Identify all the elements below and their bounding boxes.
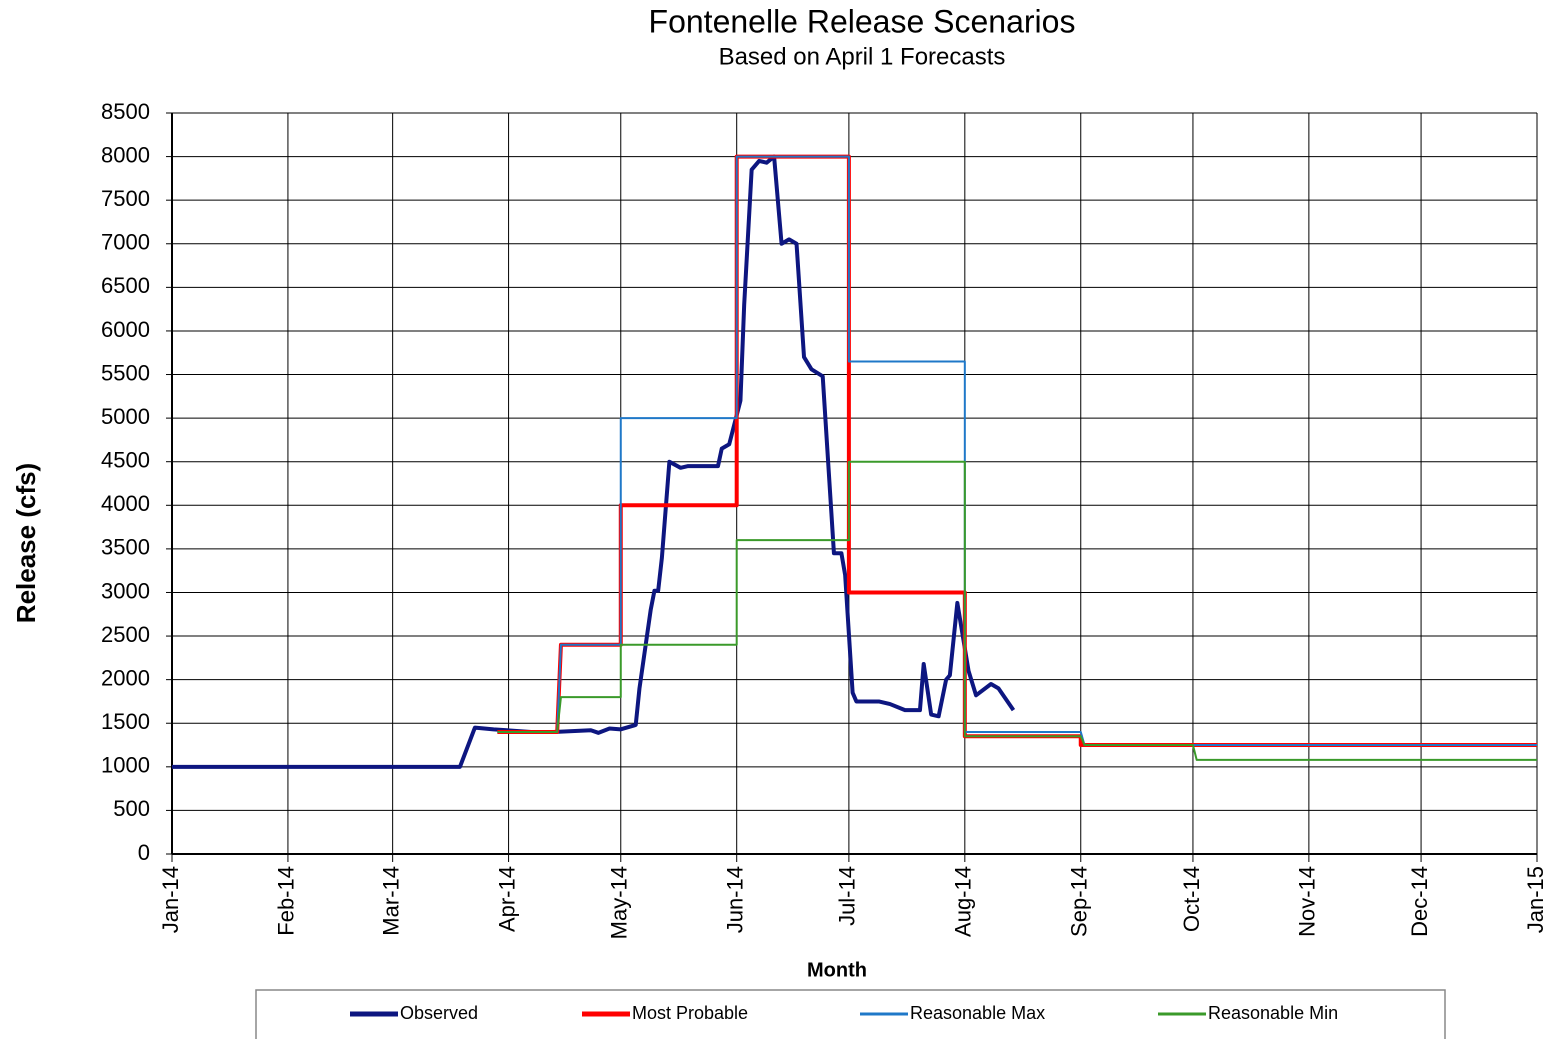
legend-label: Reasonable Max xyxy=(910,1003,1045,1023)
x-tick-label: Mar-14 xyxy=(378,866,403,936)
series-line xyxy=(497,154,1537,748)
x-tick-label: Jun-14 xyxy=(723,866,748,933)
y-tick-label: 6000 xyxy=(101,317,150,342)
x-tick-label: Sep-14 xyxy=(1067,866,1092,937)
y-tick-label: 3000 xyxy=(101,578,150,603)
y-axis-label: Release (cfs) xyxy=(11,463,41,623)
y-tick-label: 4000 xyxy=(101,491,150,516)
series-line xyxy=(172,154,1016,769)
x-tick-label: May-14 xyxy=(607,866,632,939)
y-tick-label: 2000 xyxy=(101,665,150,690)
y-tick-label: 4500 xyxy=(101,448,150,473)
series-line xyxy=(497,460,1537,761)
y-tick-label: 8500 xyxy=(101,99,150,124)
y-tick-label: 5500 xyxy=(101,360,150,385)
x-tick-label: Jan-15 xyxy=(1523,866,1548,933)
x-axis-label: Month xyxy=(807,959,867,981)
x-tick-label: Nov-14 xyxy=(1295,866,1320,937)
series-line xyxy=(497,155,1537,747)
legend-label: Reasonable Min xyxy=(1208,1003,1338,1023)
y-tick-label: 1000 xyxy=(101,753,150,778)
y-tick-label: 0 xyxy=(138,840,150,865)
legend-label: Most Probable xyxy=(632,1003,748,1023)
chart-title: Fontenelle Release Scenarios xyxy=(649,3,1076,39)
x-tick-label: Jan-14 xyxy=(158,866,183,933)
chart-subtitle: Based on April 1 Forecasts xyxy=(719,43,1006,70)
y-tick-label: 5000 xyxy=(101,404,150,429)
x-tick-label: Aug-14 xyxy=(951,866,976,937)
x-tick-label: Jul-14 xyxy=(835,866,860,926)
y-tick-label: 7000 xyxy=(101,230,150,255)
x-tick-label: Feb-14 xyxy=(274,866,299,936)
x-tick-label: Oct-14 xyxy=(1179,866,1204,932)
x-tick-label: Dec-14 xyxy=(1407,866,1432,937)
y-tick-label: 6500 xyxy=(101,273,150,298)
y-tick-label: 500 xyxy=(113,796,150,821)
legend-label: Observed xyxy=(400,1003,478,1023)
y-tick-label: 1500 xyxy=(101,709,150,734)
x-tick-label: Apr-14 xyxy=(494,866,519,932)
legend-box xyxy=(255,989,1446,1039)
y-tick-label: 8000 xyxy=(101,142,150,167)
y-tick-label: 3500 xyxy=(101,535,150,560)
y-tick-label: 7500 xyxy=(101,186,150,211)
y-tick-label: 2500 xyxy=(101,622,150,647)
